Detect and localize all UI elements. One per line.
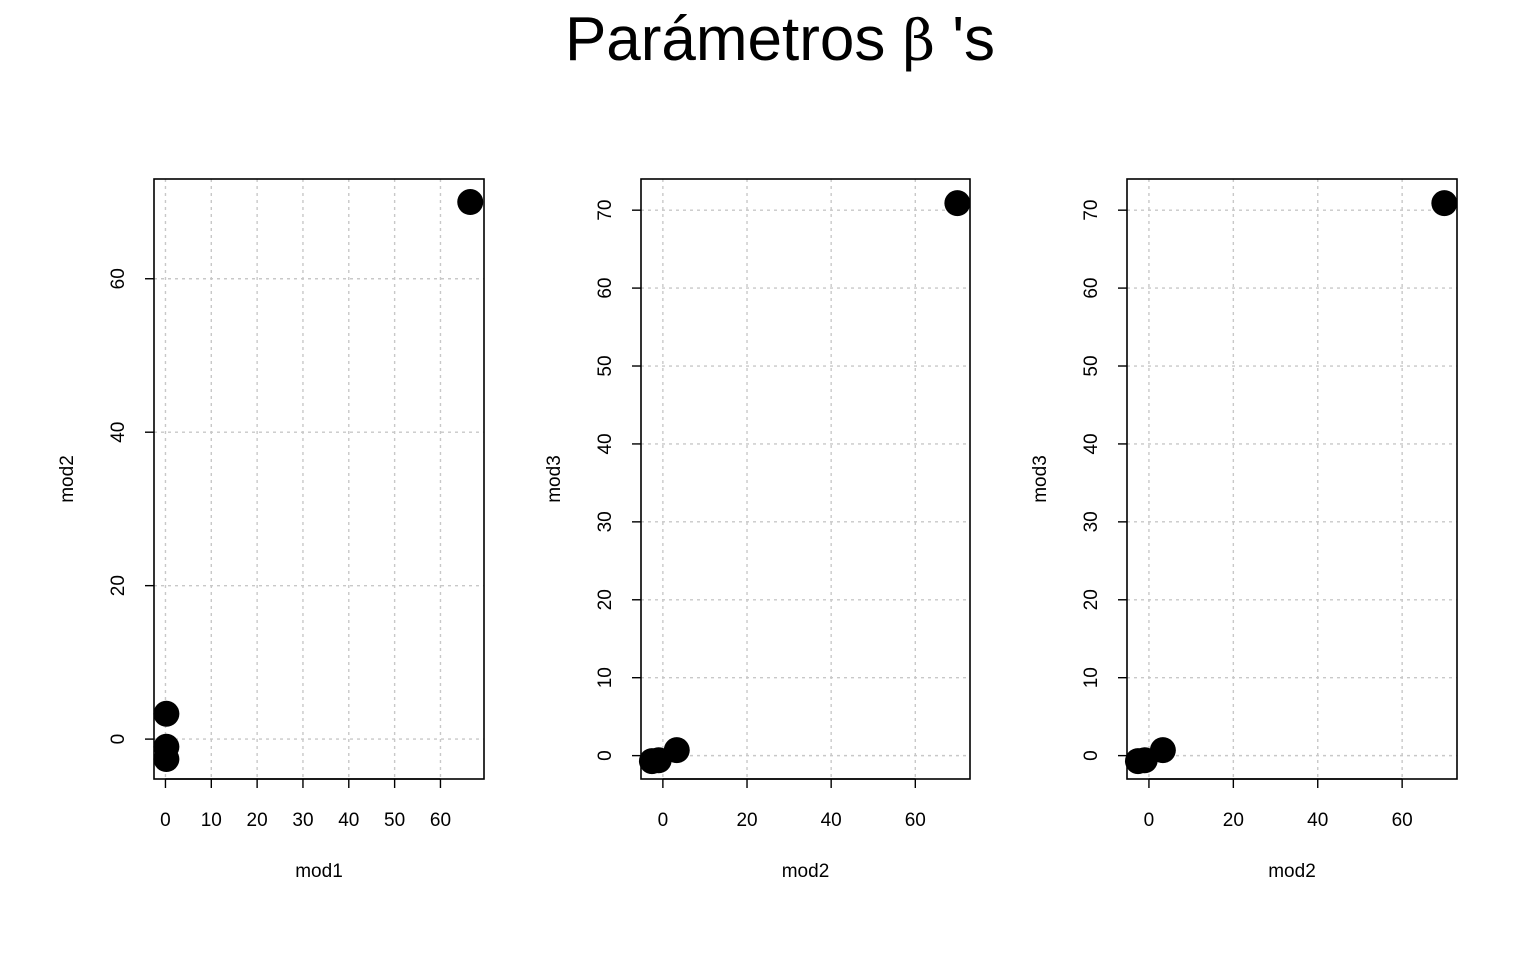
y-tick-label: 40: [1081, 433, 1102, 454]
x-tick-label: 0: [160, 810, 171, 831]
y-tick-label: 20: [595, 589, 616, 610]
x-tick-label: 20: [247, 810, 268, 831]
plot-frame: [640, 178, 971, 780]
y-tick-label: 40: [108, 422, 129, 443]
y-tick-label: 50: [595, 355, 616, 376]
data-point: [457, 189, 484, 216]
title-suffix: 's: [935, 5, 995, 74]
x-tick-label: 40: [338, 810, 359, 831]
y-tick-label: 50: [1081, 355, 1102, 376]
y-tick-label: 10: [595, 667, 616, 688]
y-tick-label: 20: [1081, 589, 1102, 610]
x-axis-label: mod2: [1268, 861, 1316, 882]
x-tick-label: 60: [905, 810, 926, 831]
x-tick-label: 40: [1307, 810, 1328, 831]
y-tick-label: 70: [595, 200, 616, 221]
x-tick-label: 20: [736, 810, 757, 831]
y-axis-label: mod3: [544, 455, 565, 503]
scatter-panel-3: 0 20 40 60 0 10 20 30 40 50 60 70 mod2 mod3: [1030, 178, 1458, 882]
data-point: [663, 737, 690, 764]
x-tick-label: 0: [1144, 810, 1155, 831]
y-tick-label: 60: [108, 268, 129, 289]
data-point: [944, 190, 971, 217]
chart-title: Parámetros β 's: [565, 5, 995, 74]
x-tick-label: 60: [430, 810, 451, 831]
x-tick-label: 20: [1223, 810, 1244, 831]
scatter-panel-1: 0 10 20 30 40 50 60 0 20 40 60 mod1 mod2: [57, 178, 485, 882]
data-point: [1431, 190, 1458, 217]
x-tick-label: 10: [201, 810, 222, 831]
y-tick-label: 30: [595, 511, 616, 532]
title-prefix: Parámetros: [565, 5, 903, 74]
x-tick-label: 0: [658, 810, 669, 831]
x-tick-label: 50: [384, 810, 405, 831]
data-point: [1149, 737, 1176, 764]
y-tick-label: 10: [1081, 667, 1102, 688]
x-axis-label: mod2: [782, 861, 830, 882]
x-tick-label: 60: [1392, 810, 1413, 831]
plot-frame: [153, 178, 485, 780]
x-tick-label: 30: [292, 810, 313, 831]
y-tick-label: 60: [1081, 278, 1102, 299]
title-beta-symbol: β: [903, 9, 935, 74]
y-tick-label: 30: [1081, 511, 1102, 532]
y-tick-label: 0: [1081, 750, 1102, 761]
y-tick-label: 60: [595, 278, 616, 299]
y-axis-label: mod3: [1030, 455, 1051, 503]
y-tick-label: 0: [108, 734, 129, 745]
x-axis-label: mod1: [295, 861, 343, 882]
y-tick-label: 40: [595, 433, 616, 454]
scatter-panel-2: 0 20 40 60 0 10 20 30 40 50 60 70 mod2 mod3: [544, 178, 971, 882]
data-point: [153, 700, 180, 727]
y-tick-label: 20: [108, 575, 129, 596]
data-point: [153, 746, 180, 773]
plot-frame: [1126, 178, 1458, 780]
y-tick-label: 70: [1081, 200, 1102, 221]
x-tick-label: 40: [821, 810, 842, 831]
y-axis-label: mod2: [57, 455, 78, 503]
y-tick-label: 0: [595, 750, 616, 761]
